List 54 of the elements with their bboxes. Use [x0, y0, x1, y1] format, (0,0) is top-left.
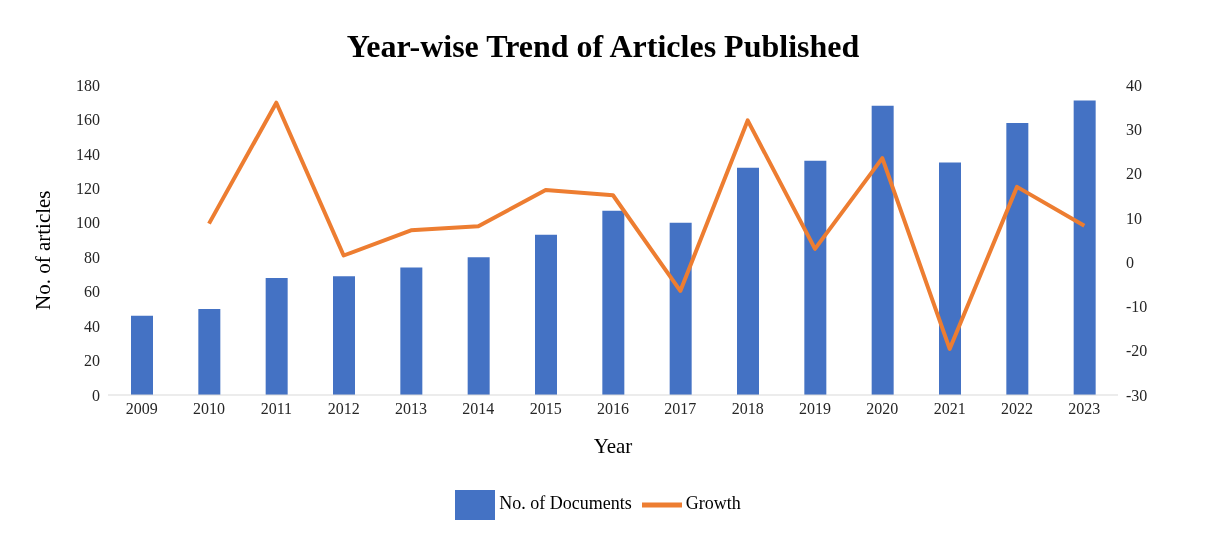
bar — [467, 257, 490, 395]
y2-tick-label: 0 — [1126, 253, 1134, 271]
y-axis-title: No. of articles — [31, 190, 56, 310]
bar — [400, 267, 423, 395]
y-tick-label: 80 — [84, 248, 100, 266]
bar — [871, 105, 894, 395]
x-tick-label: 2016 — [597, 400, 629, 418]
legend-label: Growth — [685, 493, 741, 514]
bar — [737, 167, 759, 395]
bar — [1006, 122, 1029, 395]
bar — [669, 222, 692, 395]
x-tick-label: 2020 — [866, 400, 899, 418]
y2-tick-label: 10 — [1126, 209, 1142, 227]
bar — [131, 315, 153, 395]
y2-tick-label: 20 — [1126, 165, 1142, 183]
line-series — [207, 100, 1087, 351]
bar — [602, 210, 625, 395]
x-tick-label: 2014 — [462, 400, 495, 418]
bar — [535, 234, 557, 395]
y2-tick-label: -10 — [1126, 298, 1148, 316]
y-tick-label: 160 — [76, 111, 100, 129]
x-tick-label: 2019 — [799, 400, 831, 418]
y-tick-label: 100 — [76, 214, 100, 232]
y2-tick-label: -30 — [1126, 386, 1148, 404]
bar — [939, 162, 961, 395]
y-tick-label: 140 — [76, 145, 100, 163]
y2-tick-label: -20 — [1126, 342, 1148, 360]
y-tick-label: 180 — [76, 76, 100, 94]
x-tick-label: 2010 — [193, 400, 225, 418]
bar — [198, 308, 221, 395]
y2-tick-label: 30 — [1126, 120, 1142, 138]
x-tick-label: 2022 — [1001, 400, 1033, 418]
x-tick-label: 2015 — [529, 400, 562, 418]
x-tick-label: 2017 — [664, 400, 697, 418]
bar — [333, 276, 355, 395]
y-tick-label: 120 — [76, 180, 100, 198]
y-tick-label: 40 — [84, 317, 100, 335]
bar — [1073, 100, 1096, 395]
y-tick-label: 60 — [84, 283, 100, 301]
chart-title: Year-wise Trend of Articles Published — [345, 28, 861, 65]
y-tick-label: 0 — [92, 386, 100, 404]
x-tick-label: 2011 — [260, 400, 293, 418]
x-axis-title: Year — [593, 434, 633, 458]
x-tick-label: 2018 — [731, 400, 764, 418]
x-tick-label: 2009 — [125, 400, 158, 418]
x-tick-label: 2021 — [933, 400, 966, 418]
x-tick-label: 2013 — [395, 400, 427, 418]
legend-label: No. of Documents — [499, 493, 632, 514]
y2-tick-label: 40 — [1126, 76, 1142, 94]
y-tick-label: 20 — [84, 352, 100, 370]
bar — [265, 277, 288, 395]
bar — [804, 160, 827, 395]
x-tick-label: 2023 — [1068, 400, 1101, 418]
x-tick-label: 2012 — [327, 400, 360, 418]
